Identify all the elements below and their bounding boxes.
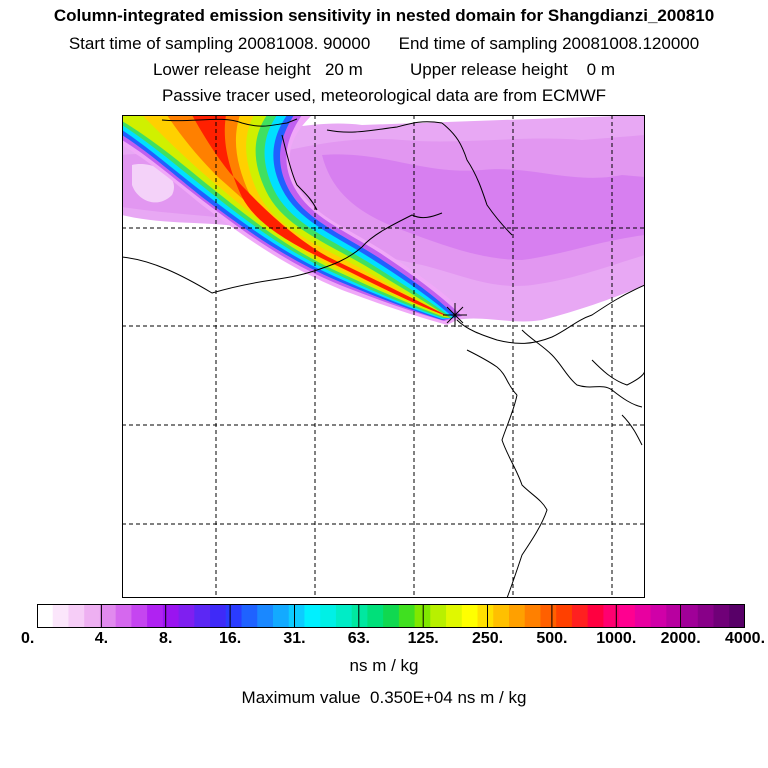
- colorbar-tick-label: 1000.: [596, 630, 637, 647]
- emission-sensitivity-map: [122, 115, 645, 598]
- sampling-time-line: Start time of sampling 20081008. 90000 E…: [68, 34, 700, 53]
- colorbar-tick-label: 31.: [283, 630, 306, 647]
- tracer-info-line: Passive tracer used, meteorological data…: [161, 86, 607, 105]
- colorbar-cell: [634, 604, 652, 628]
- map-title: Column-integrated emission sensitivity i…: [53, 6, 715, 25]
- colorbar-cell: [682, 604, 699, 628]
- colorbar-cell: [225, 604, 243, 628]
- colorbar-cell: [178, 604, 195, 628]
- colorbar-cell: [461, 604, 479, 628]
- colorbar-cell: [304, 604, 321, 628]
- colorbar-cell: [257, 604, 274, 628]
- colorbar-tick-label: 4.: [94, 630, 109, 647]
- colorbar-cell: [273, 604, 290, 628]
- colorbar-cell: [241, 604, 258, 628]
- colorbar-cell: [446, 604, 463, 628]
- colorbar-tick-label: 500.: [536, 630, 568, 647]
- colorbar-tick-label: 8.: [159, 630, 173, 647]
- colorbar-tick-label: 0.: [21, 630, 35, 647]
- colorbar-major-ticks: [100, 604, 682, 628]
- colorbar-cell: [697, 604, 715, 628]
- colorbar-cells: [37, 604, 745, 628]
- colorbar-cell: [351, 604, 368, 628]
- colorbar-tick-label: 4000.: [724, 630, 766, 647]
- colorbar-cell: [162, 604, 180, 628]
- colorbar-cell: [524, 604, 541, 628]
- colorbar-cell: [99, 604, 117, 628]
- colorbar-cell: [288, 604, 305, 628]
- colorbar-tick-label: 2000.: [660, 630, 701, 647]
- colorbar-cell: [52, 604, 69, 628]
- colorbar-cell: [603, 604, 620, 628]
- colorbar-cell: [383, 604, 400, 628]
- colorbar-units: ns m / kg: [349, 656, 419, 675]
- map-frame: [122, 115, 645, 598]
- colorbar-cell: [210, 604, 227, 628]
- colorbar-cell: [37, 604, 54, 628]
- colorbar-cell: [131, 604, 148, 628]
- lat-lon-grid: [122, 115, 645, 598]
- colorbar-cell: [556, 604, 573, 628]
- colorbar-cell: [477, 604, 494, 628]
- colorbar-cell: [367, 604, 384, 628]
- colorbar: [37, 604, 745, 628]
- release-site-star-icon: [443, 303, 467, 327]
- colorbar-cell: [619, 604, 636, 628]
- colorbar-cell: [430, 604, 447, 628]
- colorbar-cell: [509, 604, 526, 628]
- colorbar-cell: [713, 604, 730, 628]
- maximum-value-text: Maximum value 0.350E+04 ns m / kg: [241, 688, 527, 707]
- colorbar-tick-label: 250.: [471, 630, 504, 647]
- coastline-borders: [122, 118, 645, 598]
- colorbar-cell: [335, 604, 353, 628]
- release-height-line: Lower release height 20 m Upper release …: [152, 60, 616, 79]
- colorbar-cell: [540, 604, 557, 628]
- colorbar-cell: [115, 604, 132, 628]
- colorbar-cell: [320, 604, 337, 628]
- colorbar-cell: [666, 604, 683, 628]
- colorbar-cell: [147, 604, 164, 628]
- colorbar-cell: [571, 604, 589, 628]
- colorbar-cell: [194, 604, 211, 628]
- colorbar-cell: [398, 604, 416, 628]
- colorbar-cell: [84, 604, 101, 628]
- colorbar-tick-label: 125.: [407, 630, 439, 647]
- colorbar-frame: [37, 604, 745, 628]
- colorbar-cell: [587, 604, 604, 628]
- colorbar-cell: [729, 604, 745, 628]
- colorbar-cell: [493, 604, 510, 628]
- colorbar-cell: [650, 604, 667, 628]
- colorbar-tick-label: 16.: [218, 630, 242, 647]
- colorbar-cell: [68, 604, 85, 628]
- plume: [122, 115, 467, 325]
- colorbar-tick-label: 63.: [347, 630, 370, 647]
